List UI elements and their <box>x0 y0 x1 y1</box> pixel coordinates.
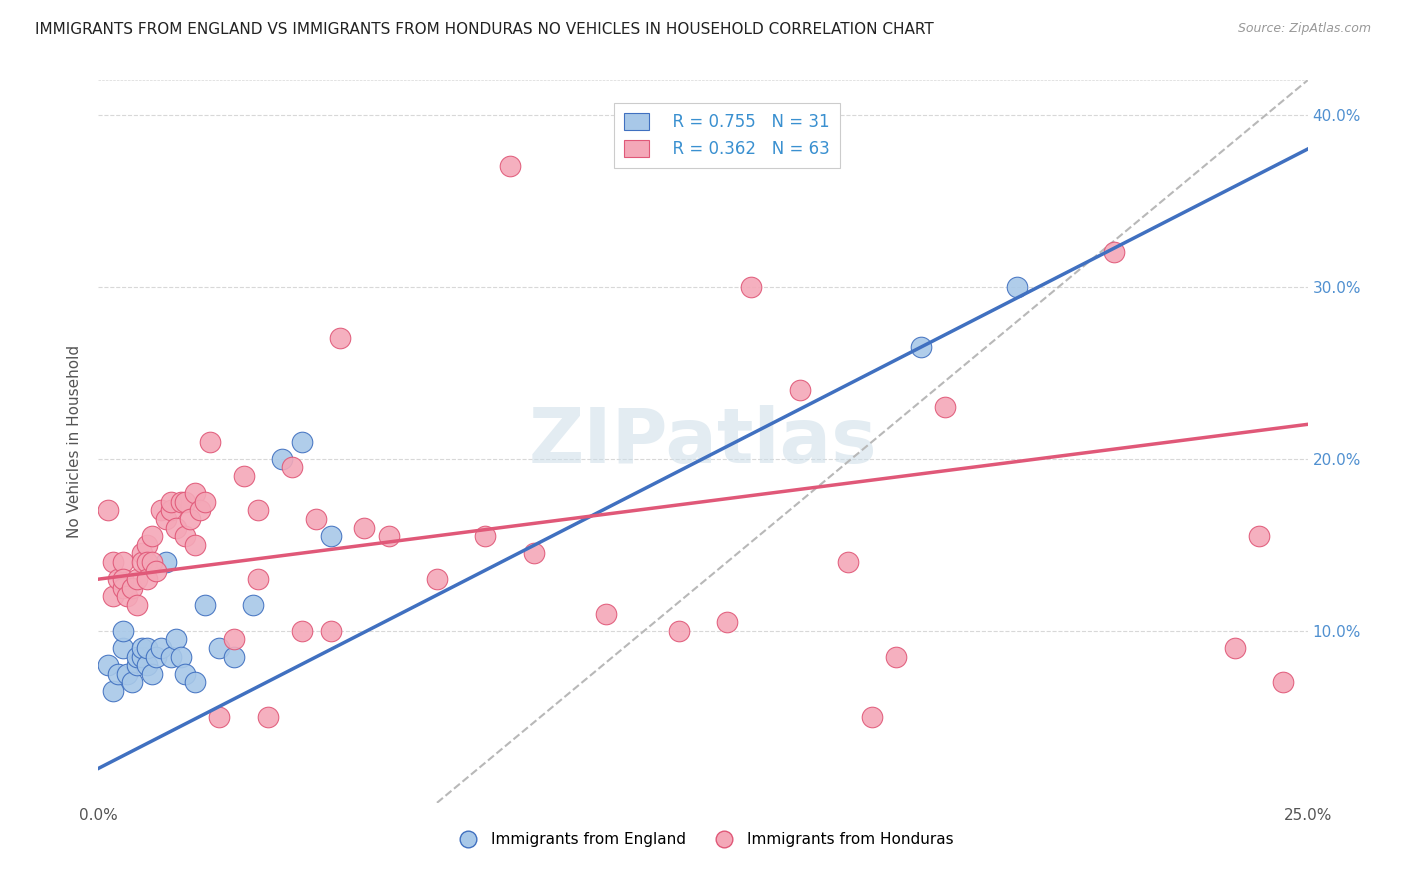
Point <box>179 512 201 526</box>
Point <box>174 494 197 508</box>
Point <box>1223 640 1246 655</box>
Point <box>668 624 690 638</box>
Point <box>111 640 134 655</box>
Point <box>127 649 149 664</box>
Point <box>101 590 124 604</box>
Point <box>111 572 134 586</box>
Point <box>247 572 270 586</box>
Point <box>716 615 738 630</box>
Point <box>595 607 617 621</box>
Point <box>1102 245 1125 260</box>
Point <box>934 400 956 414</box>
Point <box>131 649 153 664</box>
Point <box>101 684 124 698</box>
Point <box>117 666 139 681</box>
Point <box>353 520 375 534</box>
Point <box>165 632 187 647</box>
Text: IMMIGRANTS FROM ENGLAND VS IMMIGRANTS FROM HONDURAS NO VEHICLES IN HOUSEHOLD COR: IMMIGRANTS FROM ENGLAND VS IMMIGRANTS FR… <box>35 22 934 37</box>
Point <box>232 469 254 483</box>
Point <box>101 555 124 569</box>
Point <box>256 710 278 724</box>
Point <box>135 572 157 586</box>
Point <box>290 624 312 638</box>
Point <box>145 649 167 664</box>
Point <box>131 546 153 560</box>
Point <box>860 710 883 724</box>
Point <box>135 555 157 569</box>
Point <box>131 555 153 569</box>
Point <box>121 675 143 690</box>
Point <box>169 494 191 508</box>
Point <box>184 486 207 500</box>
Point <box>740 279 762 293</box>
Point <box>910 340 932 354</box>
Point <box>111 581 134 595</box>
Point <box>242 598 264 612</box>
Point <box>174 666 197 681</box>
Point <box>329 331 352 345</box>
Point <box>1272 675 1295 690</box>
Point <box>160 494 183 508</box>
Point <box>222 632 245 647</box>
Point <box>281 460 304 475</box>
Point <box>169 649 191 664</box>
Point <box>174 529 197 543</box>
Point <box>135 640 157 655</box>
Point <box>160 503 183 517</box>
Point <box>165 520 187 534</box>
Point <box>97 503 120 517</box>
Point <box>121 581 143 595</box>
Point <box>135 658 157 673</box>
Point <box>127 598 149 612</box>
Point <box>247 503 270 517</box>
Point <box>141 555 163 569</box>
Point <box>150 640 173 655</box>
Point <box>194 598 217 612</box>
Point <box>184 675 207 690</box>
Point <box>155 555 177 569</box>
Point <box>319 624 342 638</box>
Point <box>194 494 217 508</box>
Point <box>498 159 520 173</box>
Point <box>886 649 908 664</box>
Point <box>127 658 149 673</box>
Point <box>1249 529 1271 543</box>
Point <box>789 383 811 397</box>
Point <box>107 666 129 681</box>
Point <box>160 649 183 664</box>
Point <box>222 649 245 664</box>
Point <box>111 555 134 569</box>
Point <box>426 572 449 586</box>
Point <box>208 710 231 724</box>
Point <box>523 546 546 560</box>
Point <box>141 529 163 543</box>
Point <box>107 572 129 586</box>
Point <box>188 503 211 517</box>
Point <box>319 529 342 543</box>
Point <box>474 529 496 543</box>
Point <box>271 451 294 466</box>
Point <box>117 590 139 604</box>
Point <box>155 512 177 526</box>
Y-axis label: No Vehicles in Household: No Vehicles in Household <box>67 345 83 538</box>
Point <box>141 666 163 681</box>
Point <box>127 572 149 586</box>
Text: ZIPatlas: ZIPatlas <box>529 405 877 478</box>
Point <box>135 538 157 552</box>
Point <box>377 529 399 543</box>
Point <box>97 658 120 673</box>
Point <box>208 640 231 655</box>
Text: Source: ZipAtlas.com: Source: ZipAtlas.com <box>1237 22 1371 36</box>
Point <box>131 640 153 655</box>
Point <box>198 434 221 449</box>
Point <box>1007 279 1029 293</box>
Legend: Immigrants from England, Immigrants from Honduras: Immigrants from England, Immigrants from… <box>447 826 959 853</box>
Point <box>290 434 312 449</box>
Point <box>150 503 173 517</box>
Point <box>837 555 859 569</box>
Point <box>184 538 207 552</box>
Point <box>145 564 167 578</box>
Point <box>305 512 328 526</box>
Point <box>111 624 134 638</box>
